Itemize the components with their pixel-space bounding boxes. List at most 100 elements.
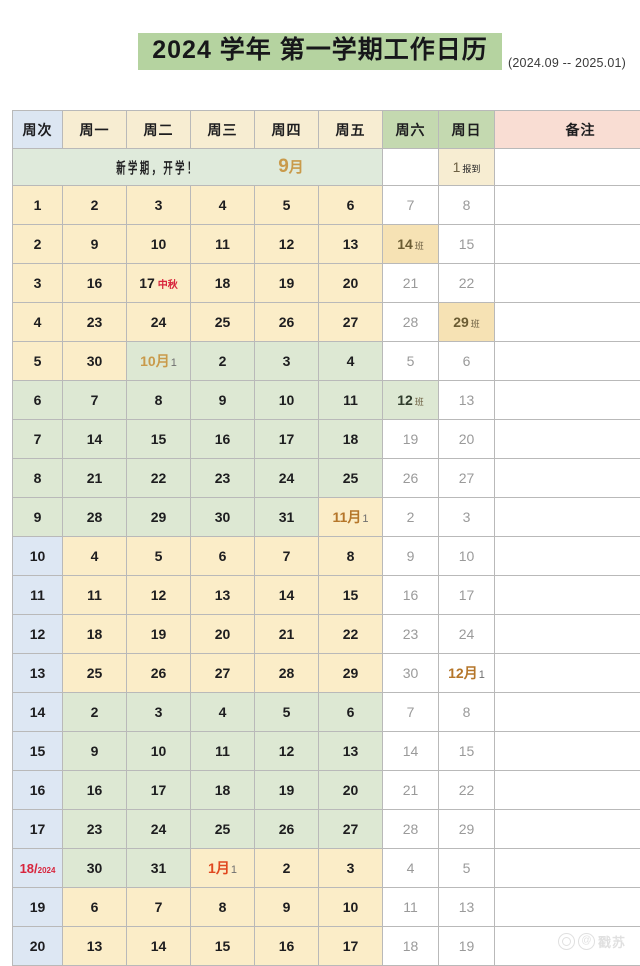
- week-number-cell[interactable]: 13: [13, 654, 63, 693]
- day-cell[interactable]: 22: [439, 771, 495, 810]
- day-cell[interactable]: 23: [383, 615, 439, 654]
- day-cell[interactable]: 16: [63, 771, 127, 810]
- day-cell[interactable]: 5: [127, 537, 191, 576]
- note-cell[interactable]: [495, 810, 640, 849]
- day-cell[interactable]: 16: [383, 576, 439, 615]
- day-cell[interactable]: 27: [319, 810, 383, 849]
- week-number-cell[interactable]: 6: [13, 381, 63, 420]
- day-cell[interactable]: 11: [383, 888, 439, 927]
- day-cell[interactable]: 9: [255, 888, 319, 927]
- day-cell[interactable]: 8: [127, 381, 191, 420]
- day-cell[interactable]: 19: [255, 264, 319, 303]
- day-cell[interactable]: 7: [383, 186, 439, 225]
- note-cell[interactable]: [495, 264, 640, 303]
- day-cell[interactable]: 11: [191, 732, 255, 771]
- week-number-cell[interactable]: 19: [13, 888, 63, 927]
- day-cell[interactable]: 7: [255, 537, 319, 576]
- day-cell[interactable]: 8: [319, 537, 383, 576]
- day-cell[interactable]: 2: [63, 693, 127, 732]
- day-cell[interactable]: 20: [319, 264, 383, 303]
- day-cell[interactable]: 18: [63, 615, 127, 654]
- week-number-cell[interactable]: 10: [13, 537, 63, 576]
- day-cell[interactable]: 17: [319, 927, 383, 966]
- week-number-cell[interactable]: 5: [13, 342, 63, 381]
- day-cell[interactable]: 12月1: [439, 654, 495, 693]
- day-cell[interactable]: 4: [63, 537, 127, 576]
- day-cell[interactable]: 26: [255, 303, 319, 342]
- day-cell[interactable]: 16: [255, 927, 319, 966]
- day-cell[interactable]: 28: [255, 654, 319, 693]
- day-cell[interactable]: 18: [319, 420, 383, 459]
- day-cell[interactable]: 30: [383, 654, 439, 693]
- day-cell[interactable]: 20: [319, 771, 383, 810]
- note-cell[interactable]: [495, 576, 640, 615]
- day-cell[interactable]: 13: [319, 225, 383, 264]
- day-cell[interactable]: 15: [439, 225, 495, 264]
- day-cell[interactable]: 4: [191, 693, 255, 732]
- day-cell[interactable]: 8: [439, 186, 495, 225]
- day-cell[interactable]: 16: [63, 264, 127, 303]
- day-cell[interactable]: 24: [127, 810, 191, 849]
- day-cell[interactable]: 14: [127, 927, 191, 966]
- day-cell[interactable]: 9: [191, 381, 255, 420]
- day-cell[interactable]: 26: [127, 654, 191, 693]
- day-cell[interactable]: 14: [255, 576, 319, 615]
- day-cell[interactable]: 24: [127, 303, 191, 342]
- week-number-cell[interactable]: 9: [13, 498, 63, 537]
- day-cell[interactable]: 21: [383, 771, 439, 810]
- day-cell[interactable]: 4: [191, 186, 255, 225]
- note-cell[interactable]: [495, 654, 640, 693]
- day-cell[interactable]: 18: [191, 771, 255, 810]
- note-cell[interactable]: [495, 149, 640, 186]
- week-number-cell[interactable]: 3: [13, 264, 63, 303]
- day-cell[interactable]: 6: [319, 186, 383, 225]
- day-cell[interactable]: 13: [63, 927, 127, 966]
- day-cell[interactable]: 9: [63, 732, 127, 771]
- day-cell[interactable]: 27: [319, 303, 383, 342]
- week-number-cell[interactable]: 8: [13, 459, 63, 498]
- day-cell[interactable]: 14: [63, 420, 127, 459]
- day-cell[interactable]: 17: [255, 420, 319, 459]
- day-cell[interactable]: 18: [191, 264, 255, 303]
- day-cell[interactable]: 7: [127, 888, 191, 927]
- day-cell[interactable]: 3: [127, 186, 191, 225]
- day-cell[interactable]: 17: [127, 771, 191, 810]
- day-cell[interactable]: 30: [63, 342, 127, 381]
- day-cell[interactable]: 29: [439, 810, 495, 849]
- day-cell[interactable]: 19: [255, 771, 319, 810]
- day-cell[interactable]: 26: [383, 459, 439, 498]
- day-cell[interactable]: 16: [191, 420, 255, 459]
- note-cell[interactable]: [495, 615, 640, 654]
- day-cell[interactable]: 7: [63, 381, 127, 420]
- day-cell[interactable]: 31: [127, 849, 191, 888]
- day-cell[interactable]: 26: [255, 810, 319, 849]
- day-cell[interactable]: 10: [439, 537, 495, 576]
- week-number-cell[interactable]: 17: [13, 810, 63, 849]
- day-cell[interactable]: 30: [191, 498, 255, 537]
- day-cell[interactable]: 6: [191, 537, 255, 576]
- day-cell[interactable]: 13: [319, 732, 383, 771]
- day-cell[interactable]: 19: [127, 615, 191, 654]
- day-cell[interactable]: 24: [439, 615, 495, 654]
- day-cell[interactable]: 10: [319, 888, 383, 927]
- day-cell[interactable]: 5: [439, 849, 495, 888]
- day-cell[interactable]: 15: [191, 927, 255, 966]
- day-cell[interactable]: 3: [127, 693, 191, 732]
- day-cell[interactable]: 13: [439, 381, 495, 420]
- week-number-cell[interactable]: 20: [13, 927, 63, 966]
- day-cell[interactable]: 17: [439, 576, 495, 615]
- day-cell[interactable]: 12: [255, 225, 319, 264]
- day-cell[interactable]: 6: [439, 342, 495, 381]
- day-cell[interactable]: 10: [127, 732, 191, 771]
- week-number-cell[interactable]: 4: [13, 303, 63, 342]
- day-cell[interactable]: 5: [255, 693, 319, 732]
- note-cell[interactable]: [495, 225, 640, 264]
- day-cell[interactable]: 10: [127, 225, 191, 264]
- day-cell[interactable]: 30: [63, 849, 127, 888]
- day-cell[interactable]: 3: [439, 498, 495, 537]
- day-cell[interactable]: 11: [63, 576, 127, 615]
- note-cell[interactable]: [495, 888, 640, 927]
